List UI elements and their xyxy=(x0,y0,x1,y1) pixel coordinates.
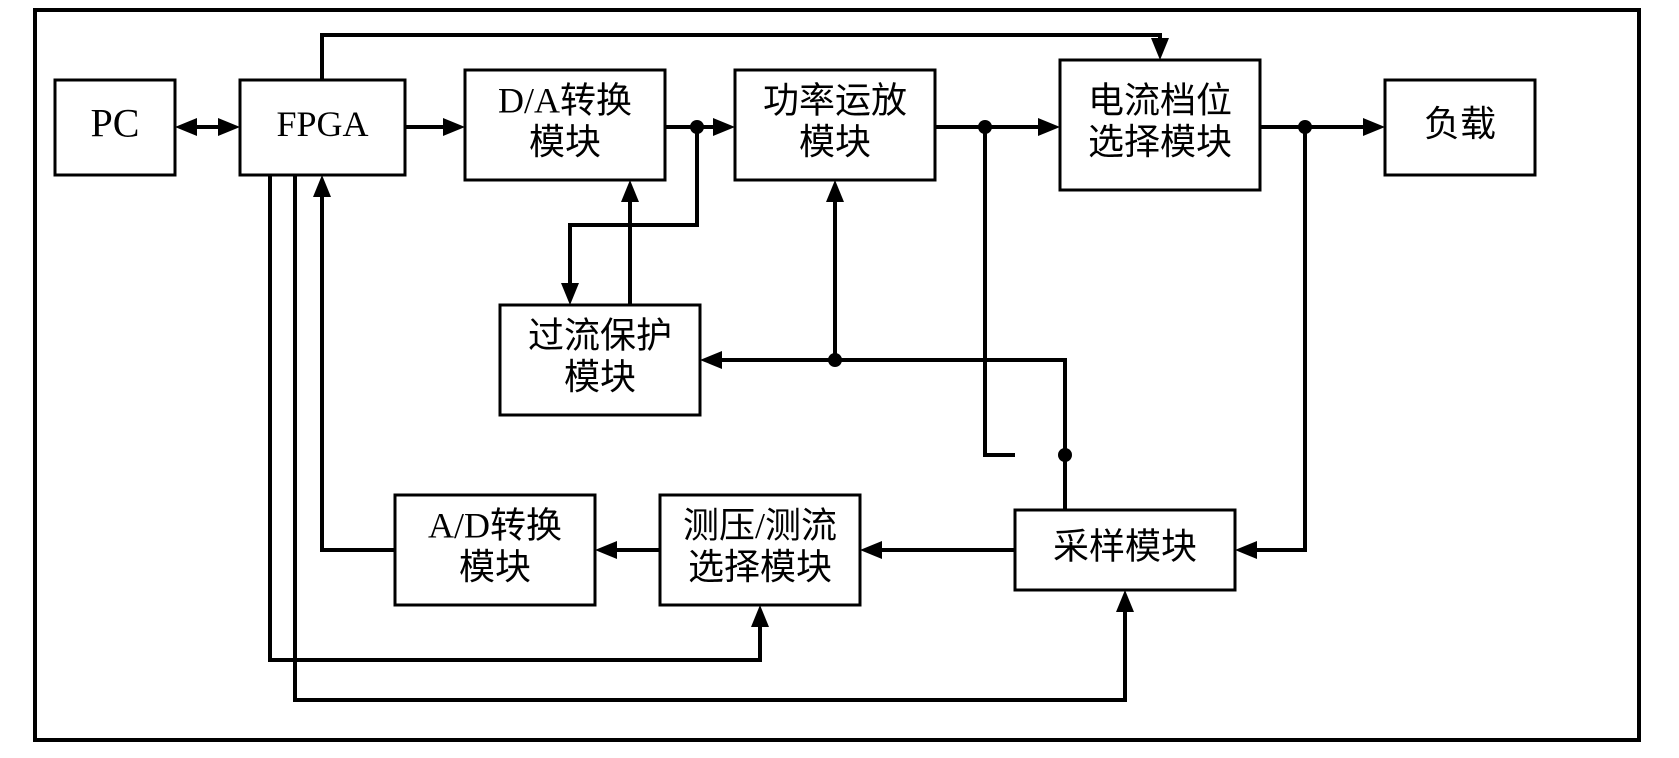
node-load-label: 负载 xyxy=(1424,104,1496,144)
node-sample: 采样模块 xyxy=(1015,510,1235,590)
edge-range-sample xyxy=(985,127,1015,455)
junction-dot xyxy=(828,353,842,367)
node-ad: A/D转换模块 xyxy=(395,495,595,605)
node-oc: 过流保护模块 xyxy=(500,305,700,415)
node-da-label: D/A转换 xyxy=(498,81,632,121)
edge-samp-oc xyxy=(712,360,1065,455)
node-pc-label: PC xyxy=(91,101,140,146)
node-sel: 测压/测流选择模块 xyxy=(660,495,860,605)
junction-dot xyxy=(978,120,992,134)
node-ad-label: 模块 xyxy=(459,547,531,587)
node-oc-label: 模块 xyxy=(564,357,636,397)
node-range: 电流档位选择模块 xyxy=(1060,60,1260,190)
node-pc: PC xyxy=(55,80,175,175)
node-range-label: 电流档位 xyxy=(1088,81,1232,121)
node-range-label: 选择模块 xyxy=(1088,122,1232,162)
edge-fpga-sample xyxy=(295,175,1125,700)
node-fpga-label: FPGA xyxy=(276,104,368,144)
node-sample-label: 采样模块 xyxy=(1053,526,1197,566)
node-amp-label: 功率运放 xyxy=(763,81,907,121)
node-da-label: 模块 xyxy=(529,122,601,162)
node-amp-label: 模块 xyxy=(799,122,871,162)
node-sel-label: 测压/测流 xyxy=(683,506,837,546)
node-oc-label: 过流保护 xyxy=(528,316,672,356)
node-load: 负载 xyxy=(1385,80,1535,175)
node-sel-label: 选择模块 xyxy=(688,547,832,587)
edge-ad-fpga xyxy=(322,187,395,550)
junction-dot xyxy=(1298,120,1312,134)
node-da: D/A转换模块 xyxy=(465,70,665,180)
junction-dot xyxy=(690,120,704,134)
node-ad-label: A/D转换 xyxy=(428,506,562,546)
node-amp: 功率运放模块 xyxy=(735,70,935,180)
junction-dot xyxy=(1058,448,1072,462)
node-fpga: FPGA xyxy=(240,80,405,175)
